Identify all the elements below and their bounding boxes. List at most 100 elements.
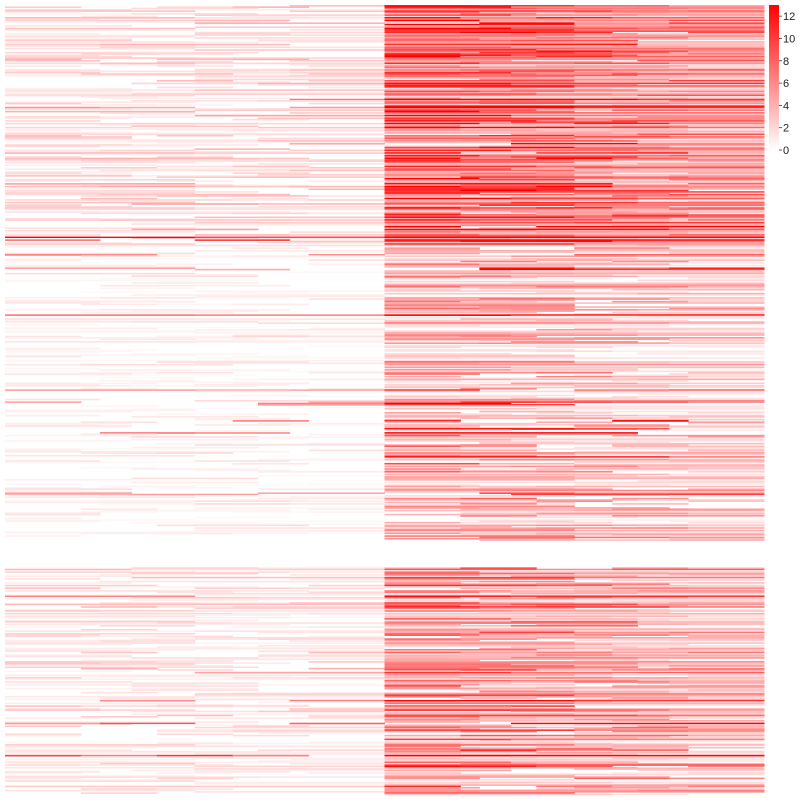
heatmap-row bbox=[5, 58, 765, 61]
heatmap-cell bbox=[536, 129, 613, 132]
heatmap-cell bbox=[194, 623, 291, 626]
heatmap-cell bbox=[99, 231, 196, 233]
heatmap-cell bbox=[384, 298, 480, 300]
heatmap-cell bbox=[384, 367, 512, 370]
heatmap-cell bbox=[669, 386, 765, 389]
heatmap-row bbox=[99, 503, 689, 505]
heatmap-cell bbox=[574, 161, 765, 164]
heatmap-cell bbox=[5, 227, 196, 229]
heatmap-cell bbox=[536, 623, 613, 626]
heatmap-cell bbox=[637, 156, 765, 158]
heatmap-row bbox=[5, 279, 765, 282]
heatmap-cell bbox=[131, 586, 259, 588]
heatmap-cell bbox=[536, 291, 613, 294]
heatmap-cell bbox=[384, 250, 575, 252]
heatmap-cell bbox=[194, 49, 385, 51]
heatmap-cell bbox=[194, 46, 291, 49]
heatmap-cell bbox=[194, 587, 291, 590]
heatmap-cell bbox=[384, 334, 512, 337]
heatmap-cell bbox=[574, 733, 765, 736]
heatmap-cell bbox=[669, 79, 765, 82]
heatmap-cell bbox=[460, 653, 537, 655]
heatmap-cell bbox=[232, 378, 310, 381]
heatmap-cell bbox=[612, 745, 689, 748]
heatmap-cell bbox=[479, 134, 575, 137]
heatmap-cell bbox=[384, 627, 575, 630]
heatmap-row bbox=[80, 311, 765, 314]
heatmap-cell bbox=[5, 55, 132, 58]
heatmap-cell bbox=[460, 654, 537, 657]
heatmap-cell bbox=[384, 299, 480, 302]
heatmap-cell bbox=[258, 568, 385, 571]
heatmap-row bbox=[5, 242, 765, 244]
heatmap-cell bbox=[5, 323, 101, 326]
heatmap-cell bbox=[308, 259, 385, 262]
heatmap-cell bbox=[384, 578, 575, 580]
heatmap-row bbox=[5, 172, 765, 175]
heatmap-cell bbox=[384, 331, 512, 334]
heatmap-cell bbox=[384, 156, 512, 158]
heatmap-cell bbox=[384, 21, 461, 23]
heatmap-cell bbox=[460, 444, 537, 446]
heatmap-cell bbox=[99, 193, 196, 196]
heatmap-cell bbox=[460, 318, 537, 320]
heatmap-cell bbox=[194, 74, 291, 77]
heatmap-cell bbox=[536, 224, 613, 227]
heatmap-row bbox=[194, 400, 765, 402]
heatmap-cell bbox=[536, 350, 613, 353]
heatmap-cell bbox=[258, 175, 385, 177]
heatmap-cell bbox=[460, 57, 537, 59]
heatmap-cell bbox=[612, 654, 689, 657]
heatmap-cell bbox=[232, 394, 310, 397]
heatmap-cell bbox=[460, 224, 537, 227]
heatmap-cell bbox=[574, 456, 670, 458]
heatmap-cell bbox=[612, 128, 689, 130]
heatmap-cell bbox=[5, 670, 132, 673]
heatmap-cell bbox=[289, 709, 386, 711]
heatmap-cell bbox=[289, 503, 386, 505]
heatmap-cell bbox=[574, 758, 670, 761]
heatmap-cell bbox=[688, 57, 765, 59]
heatmap-row bbox=[131, 724, 765, 726]
heatmap-cell bbox=[479, 410, 575, 413]
heatmap-cell bbox=[5, 770, 101, 773]
heatmap-cell bbox=[308, 772, 385, 774]
heatmap-cell bbox=[574, 619, 670, 622]
heatmap-cell bbox=[308, 327, 385, 330]
heatmap-cell bbox=[460, 651, 537, 654]
heatmap-row bbox=[5, 11, 765, 14]
heatmap-cell bbox=[194, 695, 385, 698]
heatmap-cell bbox=[669, 665, 765, 667]
heatmap-cell bbox=[5, 231, 101, 233]
heatmap-row bbox=[156, 165, 765, 168]
heatmap-cell bbox=[479, 145, 575, 148]
heatmap-cell bbox=[194, 785, 385, 788]
heatmap-cell bbox=[384, 590, 512, 592]
heatmap-cell bbox=[688, 209, 765, 212]
heatmap-cell bbox=[637, 618, 765, 620]
heatmap-cell bbox=[479, 251, 575, 254]
heatmap-cell bbox=[536, 153, 613, 156]
heatmap-cell bbox=[384, 612, 512, 615]
heatmap-cell bbox=[232, 622, 310, 624]
heatmap-cell bbox=[131, 477, 259, 480]
heatmap-cell bbox=[536, 183, 613, 185]
heatmap-cell bbox=[637, 33, 765, 35]
heatmap-cell bbox=[384, 624, 512, 627]
heatmap-cell bbox=[5, 54, 101, 57]
heatmap-cell bbox=[384, 69, 461, 71]
heatmap-cell bbox=[688, 262, 765, 264]
heatmap-cell bbox=[258, 223, 385, 225]
heatmap-cell bbox=[5, 512, 101, 515]
heatmap-cell bbox=[511, 433, 638, 436]
heatmap-cell bbox=[384, 100, 480, 102]
heatmap-cell bbox=[194, 527, 385, 529]
heatmap-cell bbox=[637, 661, 765, 663]
heatmap-cell bbox=[80, 195, 158, 197]
heatmap-row bbox=[384, 579, 765, 582]
heatmap-cell bbox=[479, 606, 575, 608]
heatmap-cell bbox=[460, 88, 537, 90]
heatmap-row bbox=[194, 484, 670, 486]
heatmap-cell bbox=[574, 81, 765, 83]
heatmap-cell bbox=[460, 165, 537, 168]
